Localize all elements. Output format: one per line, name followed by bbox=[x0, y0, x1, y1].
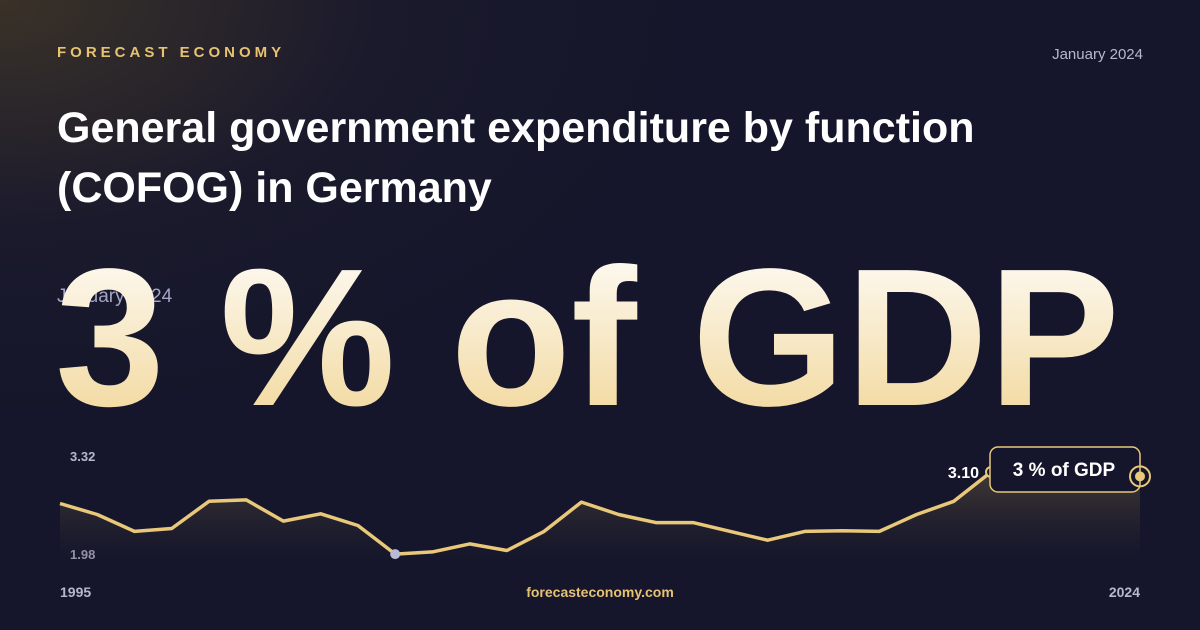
title: General government expenditure by functi… bbox=[57, 104, 975, 212]
headline: 3 % of GDP bbox=[55, 228, 1120, 447]
callout-box bbox=[989, 446, 1141, 493]
y-tick-label: 3.32 bbox=[70, 449, 95, 464]
x-tick-label: 1995 bbox=[60, 584, 91, 600]
min-point bbox=[390, 549, 401, 560]
end-ring bbox=[1129, 465, 1151, 488]
end-point bbox=[1135, 471, 1145, 482]
headline-date: January 2024 bbox=[57, 286, 173, 307]
brand: FORECAST ECONOMY bbox=[57, 44, 286, 61]
callout-text: 3 % of GDP bbox=[1013, 460, 1116, 481]
line bbox=[59, 454, 1141, 556]
footer: forecasteconomy.com bbox=[526, 584, 674, 600]
x-tick-label: 2024 bbox=[1109, 584, 1140, 600]
value-label: 3.10 bbox=[948, 465, 979, 482]
area bbox=[60, 455, 1140, 565]
date: January 2024 bbox=[1052, 46, 1143, 63]
